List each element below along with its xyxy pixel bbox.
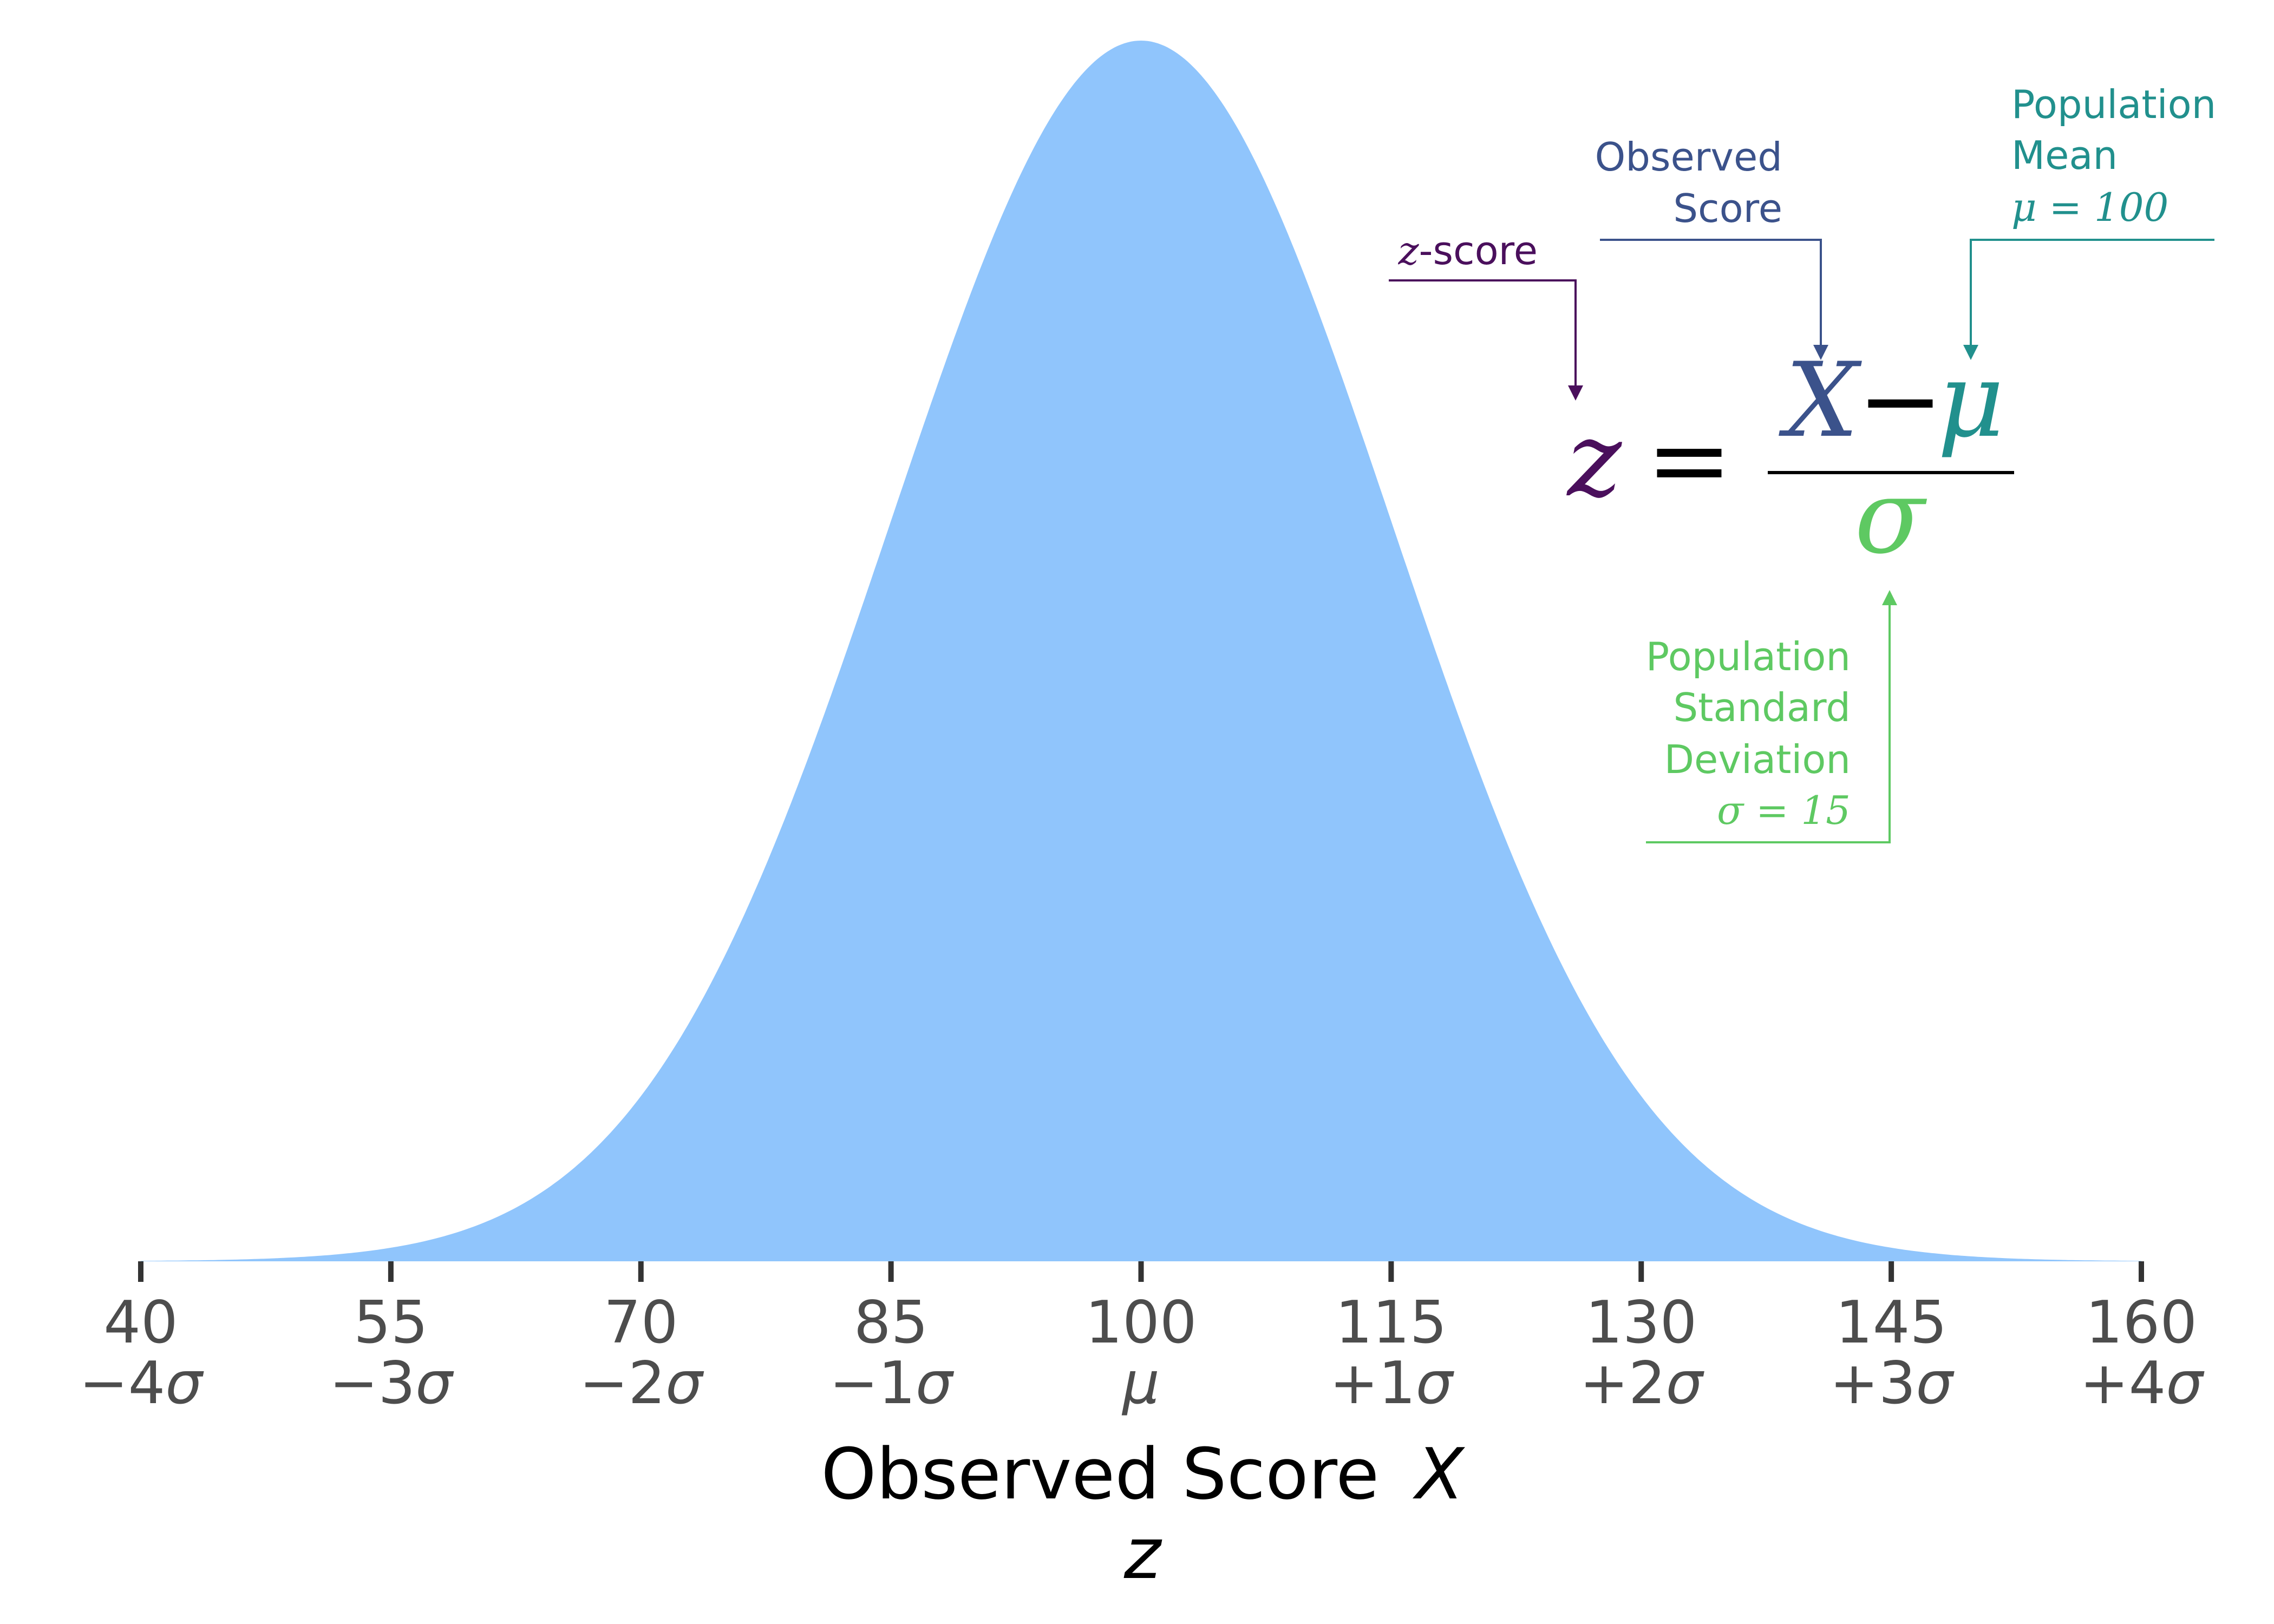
annotation-zscore-text: -score	[1419, 228, 1538, 273]
x-tick-label-value: 85	[854, 1289, 928, 1357]
annotation-observed-score: Observed Score	[1595, 134, 1828, 360]
x-axis-label: Observed Score X	[821, 1433, 1465, 1515]
x-tick-label-value: 100	[1085, 1289, 1197, 1357]
normal-curve-area	[141, 41, 2141, 1261]
x-axis-ticks: 40−4σ55−3σ70−2σ85−1σ100μ115+1σ130+2σ145+…	[79, 1261, 2205, 1417]
x-tick-label-sigma: −3σ	[329, 1350, 454, 1417]
annotation-sd-arrow-line	[1646, 598, 1891, 843]
annotation-zscore-arrow-line	[1389, 279, 1577, 392]
plot-area	[141, 41, 2141, 1261]
annotation-observed-line2: Score	[1673, 186, 1782, 231]
annotation-population-sd: Population Standard Deviation σ = 15	[1646, 590, 1897, 843]
annotation-mean-arrowhead	[1963, 345, 1978, 360]
formula-denominator-sigma: σ	[1854, 457, 1927, 577]
formula-lhs-z: z	[1566, 400, 1623, 520]
annotation-zscore: z-score	[1389, 228, 1583, 401]
formula-numerator-x: X	[1778, 340, 1862, 460]
annotation-population-mean: Population Mean μ = 100	[1963, 82, 2216, 360]
annotation-mean-line1: Population	[2011, 82, 2216, 127]
x-tick-label-sigma: +4σ	[2080, 1350, 2205, 1417]
annotation-sd-line3: Deviation	[1664, 737, 1851, 782]
annotation-observed-arrowhead	[1813, 345, 1828, 360]
annotation-observed-line1: Observed	[1595, 134, 1782, 180]
x-tick-label-sigma: +1σ	[1330, 1350, 1455, 1417]
annotation-sd-math: σ = 15	[1717, 788, 1851, 833]
x-tick-label-value: 145	[1835, 1289, 1947, 1357]
x-axis-sublabel: z	[1123, 1512, 1162, 1595]
z-score-formula: z = X − μ σ	[1566, 340, 2014, 577]
x-tick-label-sigma: −1σ	[829, 1350, 955, 1417]
x-tick-label-value: 160	[2086, 1289, 2197, 1357]
annotation-zscore-arrowhead	[1568, 385, 1583, 401]
x-axis-label-var: X	[1413, 1433, 1466, 1515]
annotation-sd-line2: Standard	[1673, 685, 1851, 730]
annotation-zscore-label: z-score	[1398, 228, 1538, 273]
formula-minus: −	[1857, 340, 1943, 460]
annotation-mean-math: μ = 100	[2011, 185, 2168, 230]
x-tick-label-value: 70	[604, 1289, 678, 1357]
x-tick-label-sigma: +2σ	[1579, 1350, 1704, 1417]
annotation-mean-arrow-line	[1970, 239, 2214, 352]
x-tick-label-value: 55	[354, 1289, 428, 1357]
x-tick-label-sigma: −2σ	[579, 1350, 704, 1417]
formula-numerator-mu: μ	[1937, 340, 2004, 460]
x-tick-label-value: 40	[103, 1289, 178, 1357]
x-tick-label-value: 115	[1335, 1289, 1447, 1357]
formula-equals: =	[1646, 400, 1732, 520]
annotation-sd-line1: Population	[1646, 634, 1851, 679]
x-tick-label-sigma: −4σ	[79, 1350, 204, 1417]
annotation-mean-line2: Mean	[2011, 133, 2118, 178]
annotation-sd-arrowhead	[1882, 590, 1897, 605]
x-tick-label-sigma: μ	[1121, 1350, 1160, 1417]
x-axis-label-text: Observed Score	[821, 1433, 1379, 1515]
x-tick-label-value: 130	[1585, 1289, 1697, 1357]
annotation-zscore-math: z	[1398, 228, 1420, 273]
x-tick-label-sigma: +3σ	[1829, 1350, 1955, 1417]
annotation-observed-arrow-line	[1600, 239, 1822, 352]
